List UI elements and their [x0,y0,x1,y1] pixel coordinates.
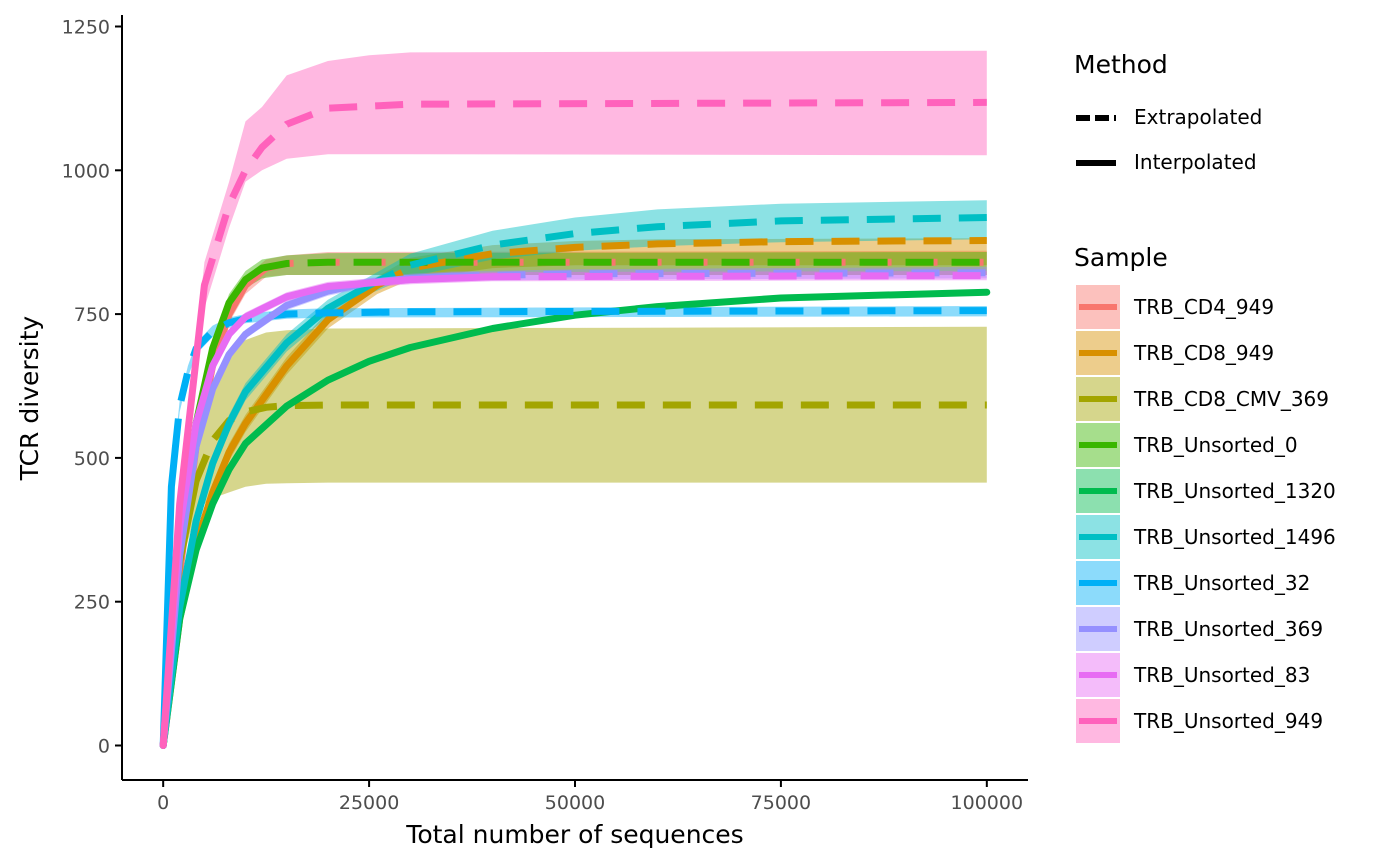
band-trb-cd8-cmv-369 [163,326,987,746]
legend-label-trb-unsorted-369: TRB_Unsorted_369 [1133,617,1323,641]
sample-legend-keys: TRB_CD4_949 TRB_CD8_949 TRB_CD8_CMV_369 TRB… [1076,285,1336,743]
line-interpolated-trb-unsorted-1496 [159,281,373,749]
line-extrapolated-trb-unsorted-83 [492,272,987,281]
y-tick-label-250: 250 [74,592,110,614]
y-axis-title: TCR diversity [15,316,44,482]
legend-label-trb-unsorted-32: TRB_Unsorted_32 [1133,571,1310,595]
line-extrapolated-trb-unsorted-949 [201,98,987,287]
line-extrapolated-trb-unsorted-0 [261,258,987,272]
line-extrapolated-trb-cd8-949 [375,237,987,289]
sample-legend-title: Sample [1074,243,1168,272]
band-trb-cd4-949 [163,250,987,746]
line-interpolated-trb-unsorted-83 [159,273,497,749]
y-ticks: 0 250 500 750 1000 1250 [62,17,122,757]
legend-label-trb-cd8-cmv-369: TRB_CD8_CMV_369 [1133,387,1329,411]
line-interpolated-trb-unsorted-1320 [159,288,991,749]
line-extrapolated-trb-unsorted-32 [172,307,987,447]
y-tick-label-500: 500 [74,448,110,470]
legend-label-trb-cd8-949: TRB_CD8_949 [1133,341,1274,365]
y-tick-label-0: 0 [98,735,110,757]
band-trb-unsorted-949 [163,50,987,746]
legend-label-trb-unsorted-83: TRB_Unsorted_83 [1133,663,1310,687]
method-legend: Method Extrapolated Interpolated [1074,50,1262,174]
legend-label-interpolated: Interpolated [1134,150,1257,174]
legend-label-trb-unsorted-949: TRB_Unsorted_949 [1133,709,1323,733]
x-tick-label-0: 0 [157,792,169,814]
x-tick-label-25000: 25000 [339,792,399,814]
line-extrapolated-trb-cd8-cmv-369 [192,401,987,483]
method-legend-title: Method [1074,50,1168,79]
legend-label-extrapolated: Extrapolated [1134,105,1262,129]
band-trb-unsorted-0 [163,252,987,746]
y-tick-label-1250: 1250 [62,17,110,39]
x-axis-title: Total number of sequences [405,820,743,849]
legend-label-trb-unsorted-1496: TRB_Unsorted_1496 [1133,525,1336,549]
line-interpolated-trb-unsorted-949 [159,281,208,749]
x-ticks: 0 25000 50000 75000 100000 [157,780,1023,814]
line-extrapolated-trb-unsorted-1496 [367,214,987,289]
confidence-bands [163,50,987,746]
x-tick-label-100000: 100000 [951,792,1024,814]
sample-legend: Sample TRB_CD4_949 TRB_CD8_949 TRB_CD8_CMV… [1074,243,1336,743]
x-tick-label-75000: 75000 [751,792,811,814]
legend-label-trb-unsorted-0: TRB_Unsorted_0 [1133,433,1298,457]
diversity-lines [159,98,991,749]
y-tick-label-750: 750 [74,304,110,326]
y-tick-label-1000: 1000 [62,160,110,182]
x-tick-label-50000: 50000 [545,792,605,814]
legend-label-trb-unsorted-1320: TRB_Unsorted_1320 [1133,479,1336,503]
legend-label-trb-cd4-949: TRB_CD4_949 [1133,295,1274,319]
